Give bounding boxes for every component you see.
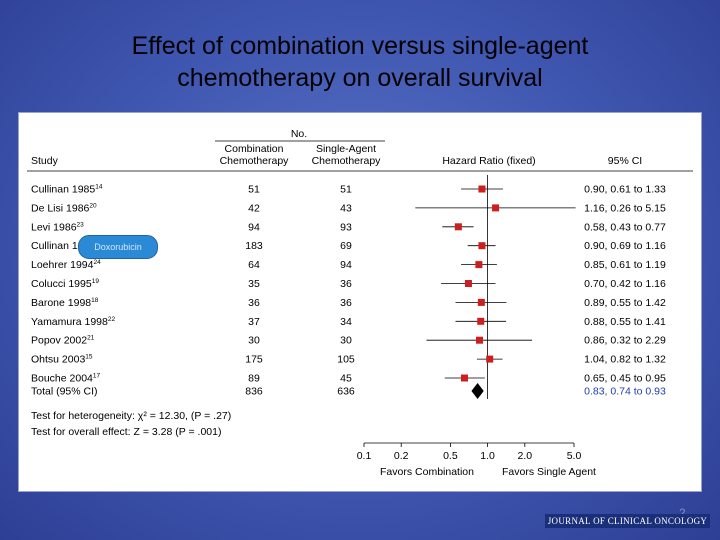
single-agent-count: 36 (340, 297, 352, 309)
axis-tick-label: 1.0 (480, 450, 495, 462)
hazard-ratio-marker (478, 185, 486, 193)
single-agent-count: 93 (340, 221, 352, 233)
combination-count: 51 (248, 184, 260, 196)
forest-plot-figure: No. Combination Chemotherapy Single-Agent Ch… (18, 112, 702, 492)
hazard-ratio-marker (460, 374, 468, 382)
header-combination-2: Chemotherapy (220, 155, 290, 167)
hazard-ratio-marker (486, 355, 494, 363)
ci-value: 1.04, 0.82 to 1.32 (584, 354, 666, 366)
header-single-1: Single-Agent (316, 143, 376, 155)
single-agent-count: 43 (340, 202, 352, 214)
forest-plot: No.CombinationChemotherapySingle-AgentCh… (27, 128, 693, 478)
combination-count: 183 (245, 240, 263, 252)
total-diamond (471, 383, 484, 399)
study-name: Ohtsu 200315 (31, 354, 93, 366)
study-name: Loehrer 199424 (31, 259, 101, 271)
title-line-2: chemotherapy on overall survival (177, 64, 543, 92)
hazard-ratio-marker (492, 204, 500, 212)
single-agent-count: 94 (340, 259, 352, 271)
combination-count: 37 (248, 316, 260, 328)
single-agent-count: 51 (340, 184, 352, 196)
axis-tick-label: 0.5 (443, 450, 458, 462)
combination-count: 35 (248, 278, 260, 290)
ci-value: 0.65, 0.45 to 0.95 (584, 373, 666, 385)
x-axis: 0.1 0.2 0.5 1.0 2.0 5.0 Favors Combination Favo… (357, 442, 596, 478)
column-headers: No.CombinationChemotherapySingle-AgentCh… (27, 128, 693, 172)
study-name: Colucci 199519 (31, 278, 99, 290)
heterogeneity-test: Test for heterogeneity: χ² = 12.30, (P =… (31, 410, 231, 422)
axis-tick-label: 0.2 (394, 450, 409, 462)
hazard-ratio-marker (477, 317, 485, 325)
combination-count: 94 (248, 221, 260, 233)
ci-value: 0.58, 0.43 to 0.77 (584, 221, 666, 233)
combination-count: 36 (248, 297, 260, 309)
favors-single-agent-label: Favors Single Agent (502, 466, 596, 478)
header-combination-1: Combination (225, 143, 284, 155)
header-hazard-ratio: Hazard Ratio (fixed) (442, 155, 535, 167)
study-rows: Cullinan 198514 51 51 0.90, 0.61 to 1.33 De … (31, 175, 666, 438)
study-name: De Lisi 198620 (31, 202, 97, 214)
hazard-ratio-marker (476, 336, 484, 344)
ci-value: 0.70, 0.42 to 1.16 (584, 278, 666, 290)
ci-value: 0.90, 0.61 to 1.33 (584, 184, 666, 196)
combination-count: 175 (245, 354, 263, 366)
combination-count: 64 (248, 259, 260, 271)
title-line-1: Effect of combination versus single-agen… (131, 32, 589, 60)
axis-tick-label: 5.0 (567, 450, 582, 462)
hazard-ratio-marker (464, 280, 472, 287)
favors-combination-label: Favors Combination (380, 466, 474, 478)
study-name: Popov 200221 (31, 335, 95, 347)
ci-value: 0.90, 0.69 to 1.16 (584, 240, 666, 252)
header-study: Study (31, 155, 59, 167)
ci-value: 0.88, 0.55 to 1.41 (584, 316, 666, 328)
hazard-ratio-marker (454, 223, 462, 231)
slide-title: Effect of combination versus single-agen… (0, 30, 720, 94)
study-name: Cullinan 198514 (31, 184, 103, 196)
total-ci-value: 0.83, 0.74 to 0.93 (584, 386, 666, 398)
ci-value: 0.89, 0.55 to 1.42 (584, 297, 666, 309)
single-agent-count: 36 (340, 278, 352, 290)
axis-tick-label: 0.1 (357, 450, 372, 462)
doxorubicin-callout: Doxorubicin (78, 235, 158, 259)
header-single-2: Chemotherapy (312, 155, 382, 167)
header-no: No. (291, 128, 307, 140)
single-agent-count: 105 (337, 354, 355, 366)
ci-value: 0.85, 0.61 to 1.19 (584, 259, 666, 271)
combination-count: 89 (248, 373, 260, 385)
combination-count: 30 (248, 335, 260, 347)
study-name: Levi 198623 (31, 221, 84, 233)
combination-count: 42 (248, 202, 260, 214)
study-name: Bouche 200417 (31, 373, 101, 385)
page-number: 2 (679, 506, 686, 520)
ci-value: 0.86, 0.32 to 2.29 (584, 335, 666, 347)
ci-value: 1.16, 0.26 to 5.15 (584, 202, 666, 214)
header-ci: 95% CI (608, 155, 642, 167)
overall-effect-test: Test for overall effect: Z = 3.28 (P = .… (31, 426, 221, 438)
axis-tick-label: 2.0 (518, 450, 533, 462)
hazard-ratio-marker (478, 242, 486, 250)
hazard-ratio-marker (475, 261, 483, 269)
total-single-agent-count: 636 (337, 386, 355, 398)
journal-logo: JOURNAL OF CLINICAL ONCOLOGY (545, 514, 710, 528)
study-name: Yamamura 199822 (31, 316, 115, 328)
total-label: Total (95% CI) (31, 386, 98, 398)
single-agent-count: 34 (340, 316, 352, 328)
hazard-ratio-marker (477, 298, 485, 306)
single-agent-count: 69 (340, 240, 352, 252)
total-combination-count: 836 (245, 386, 263, 398)
study-name: Barone 199818 (31, 297, 99, 309)
single-agent-count: 45 (340, 373, 352, 385)
single-agent-count: 30 (340, 335, 352, 347)
